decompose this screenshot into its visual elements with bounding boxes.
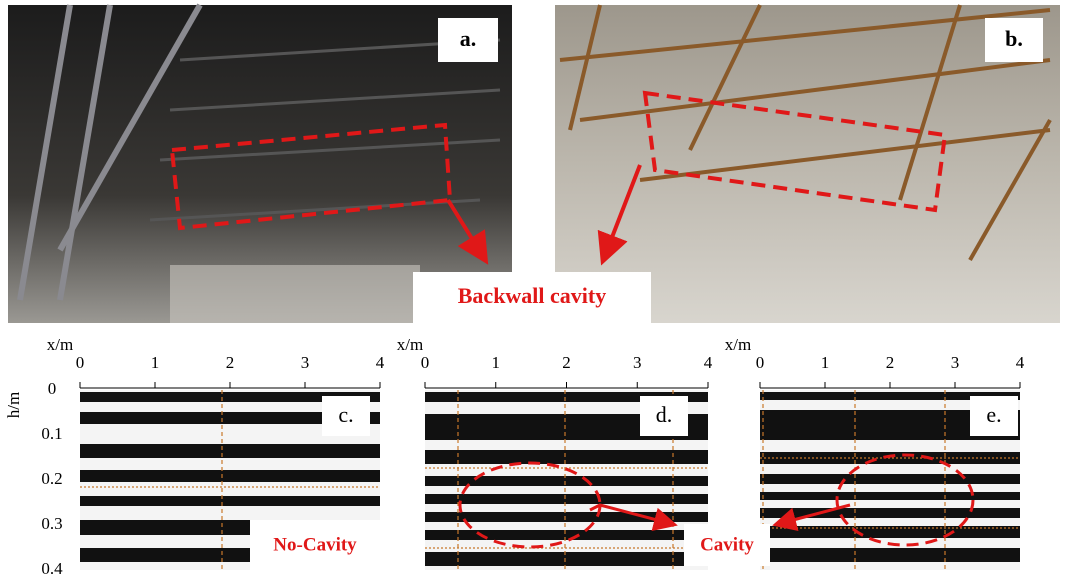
reflection-band: [760, 548, 1020, 562]
x-tick-label: 0: [76, 353, 85, 372]
x-tick-label: 4: [376, 353, 385, 372]
x-tick-label: 3: [301, 353, 310, 372]
reflection-band: [760, 492, 1020, 500]
reflection-band: [425, 450, 708, 464]
x-tick-label: 0: [756, 353, 765, 372]
y-tick-label: 0.4: [41, 559, 63, 574]
page: {"photos": [{"label": "a."}, {"label": "…: [0, 0, 1066, 574]
photo-label: b.: [1005, 26, 1023, 51]
photo-label: a.: [460, 26, 477, 51]
annotation: No-Cavity: [273, 534, 357, 555]
panel-label: e.: [986, 402, 1001, 427]
y-tick-label: 0: [48, 379, 57, 398]
x-tick-label: 4: [704, 353, 713, 372]
x-tick-label: 1: [151, 353, 160, 372]
panel-label: d.: [656, 402, 673, 427]
x-tick-label: 2: [886, 353, 895, 372]
reflection-band: [760, 508, 1020, 518]
x-tick-label: 2: [562, 353, 571, 372]
x-tick-label: 3: [633, 353, 642, 372]
y-tick-label: 0.2: [41, 469, 62, 488]
x-tick-label: 0: [421, 353, 430, 372]
x-tick-label: 4: [1016, 353, 1025, 372]
panel-label: c.: [338, 402, 353, 427]
reflection-band: [80, 444, 380, 458]
x-axis-title: x/m: [397, 335, 423, 354]
reflection-band: [80, 470, 380, 482]
reflection-band: [425, 552, 708, 566]
figure: a. b. Backwall cavity h/m 0 0.1 0.2 0.3 0.4 x…: [0, 0, 1066, 574]
y-tick-label: 0.1: [41, 424, 62, 443]
x-tick-label: 3: [951, 353, 960, 372]
x-axis-title: x/m: [725, 335, 751, 354]
y-axis-title: h/m: [4, 392, 23, 418]
x-tick-label: 1: [821, 353, 830, 372]
x-tick-label: 1: [492, 353, 501, 372]
reflection-band: [425, 512, 708, 522]
reflection-band: [425, 530, 708, 540]
x-axis-title: x/m: [47, 335, 73, 354]
x-tick-label: 2: [226, 353, 235, 372]
callout: Backwall cavity: [458, 283, 607, 308]
annotation: Cavity: [700, 534, 754, 555]
y-tick-label: 0.3: [41, 514, 62, 533]
reflection-band: [760, 474, 1020, 484]
reflection-band: [80, 496, 380, 506]
reflection-band: [425, 494, 708, 504]
